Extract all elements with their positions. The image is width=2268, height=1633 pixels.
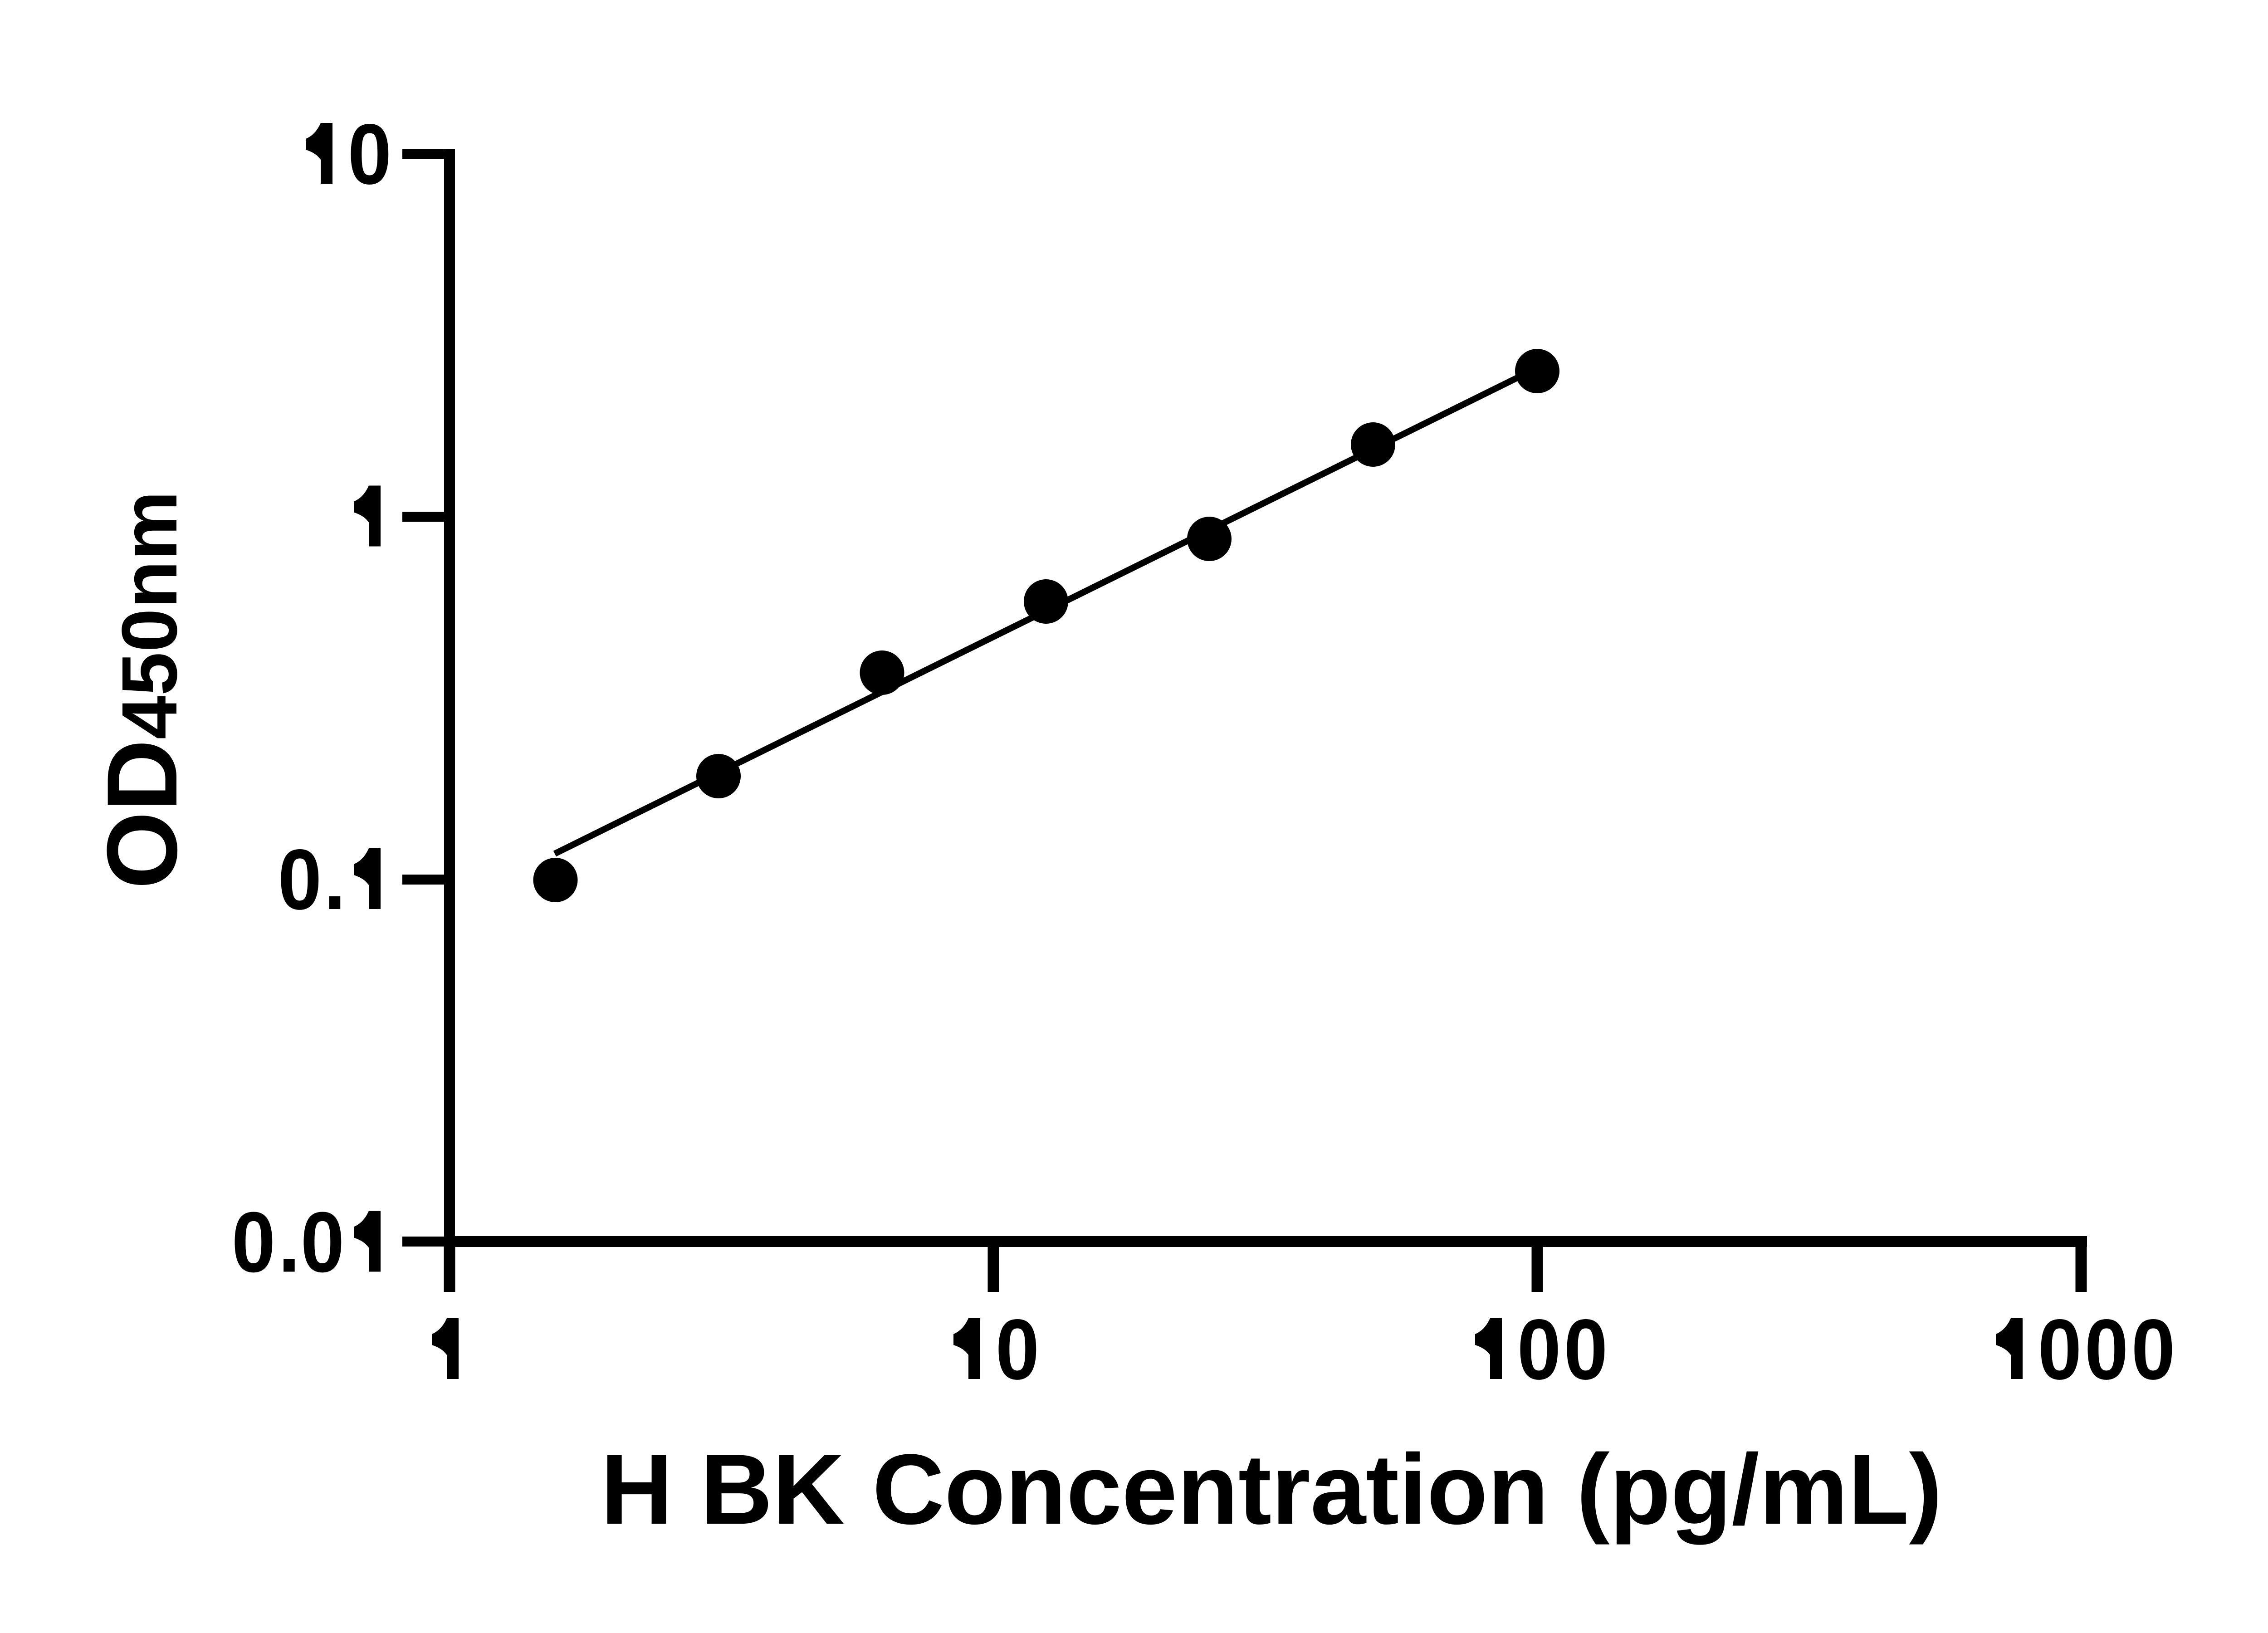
svg-text:0: 0 <box>2085 1302 2129 1397</box>
svg-text:0: 0 <box>2038 1302 2082 1397</box>
svg-text:0: 0 <box>301 1195 345 1290</box>
svg-text:0: 0 <box>348 107 392 202</box>
svg-text:0: 0 <box>278 832 322 927</box>
svg-text:H BK Concentration (pg/mL): H BK Concentration (pg/mL) <box>601 1433 1942 1545</box>
svg-text:0: 0 <box>2131 1302 2175 1397</box>
svg-text:0: 0 <box>1564 1302 1608 1397</box>
svg-text:.: . <box>324 832 346 927</box>
svg-text:0: 0 <box>1517 1302 1561 1397</box>
svg-text:.: . <box>278 1195 300 1290</box>
svg-text:0: 0 <box>996 1302 1040 1397</box>
svg-text:0: 0 <box>232 1195 276 1290</box>
